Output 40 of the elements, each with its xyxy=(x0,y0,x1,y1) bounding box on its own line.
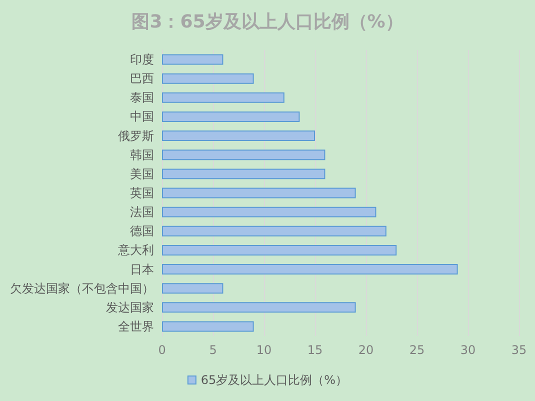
bar xyxy=(162,73,254,84)
bar xyxy=(162,130,315,142)
x-tick-label: 10 xyxy=(256,343,272,357)
y-tick-label: 英国 xyxy=(130,186,154,200)
y-tick-label: 韩国 xyxy=(130,148,154,162)
bar xyxy=(162,283,224,294)
bar xyxy=(162,54,224,65)
bar xyxy=(162,188,356,198)
x-tick-label: 25 xyxy=(409,343,425,357)
y-tick-label: 全世界 xyxy=(118,319,154,334)
bar xyxy=(162,302,356,313)
y-tick-label: 俄罗斯 xyxy=(118,128,154,143)
y-tick-label: 美国 xyxy=(130,166,154,181)
x-tick-label: 0 xyxy=(158,343,166,357)
x-tick-label: 5 xyxy=(209,343,217,357)
x-tick-label: 30 xyxy=(460,343,476,357)
y-tick-label: 中国 xyxy=(130,110,154,124)
bar xyxy=(162,321,254,332)
chart-title: 图3：65岁及以上人口比例（%） xyxy=(132,12,404,32)
bar xyxy=(162,111,300,122)
y-tick-label: 泰国 xyxy=(130,90,154,105)
bar xyxy=(162,168,326,180)
bar xyxy=(162,264,458,275)
y-tick-label: 发达国家 xyxy=(106,300,154,314)
x-tick-label: 15 xyxy=(307,343,323,357)
bar xyxy=(162,244,397,256)
bar xyxy=(162,206,376,218)
y-tick-label: 法国 xyxy=(130,205,154,220)
x-tick-label: 35 xyxy=(511,343,527,357)
y-tick-label: 印度 xyxy=(130,52,154,67)
y-tick-label: 巴西 xyxy=(130,72,154,86)
bar xyxy=(162,150,326,160)
y-tick-label: 日本 xyxy=(130,262,154,276)
y-tick-label: 意大利 xyxy=(117,243,154,258)
x-tick-label: 20 xyxy=(358,343,374,357)
bar xyxy=(162,92,284,103)
y-tick-label: 欠发达国家（不包含中国） xyxy=(10,281,154,296)
bar xyxy=(162,226,386,236)
legend-label: 65岁及以上人口比例（%） xyxy=(200,373,348,387)
y-tick-label: 德国 xyxy=(130,224,154,238)
